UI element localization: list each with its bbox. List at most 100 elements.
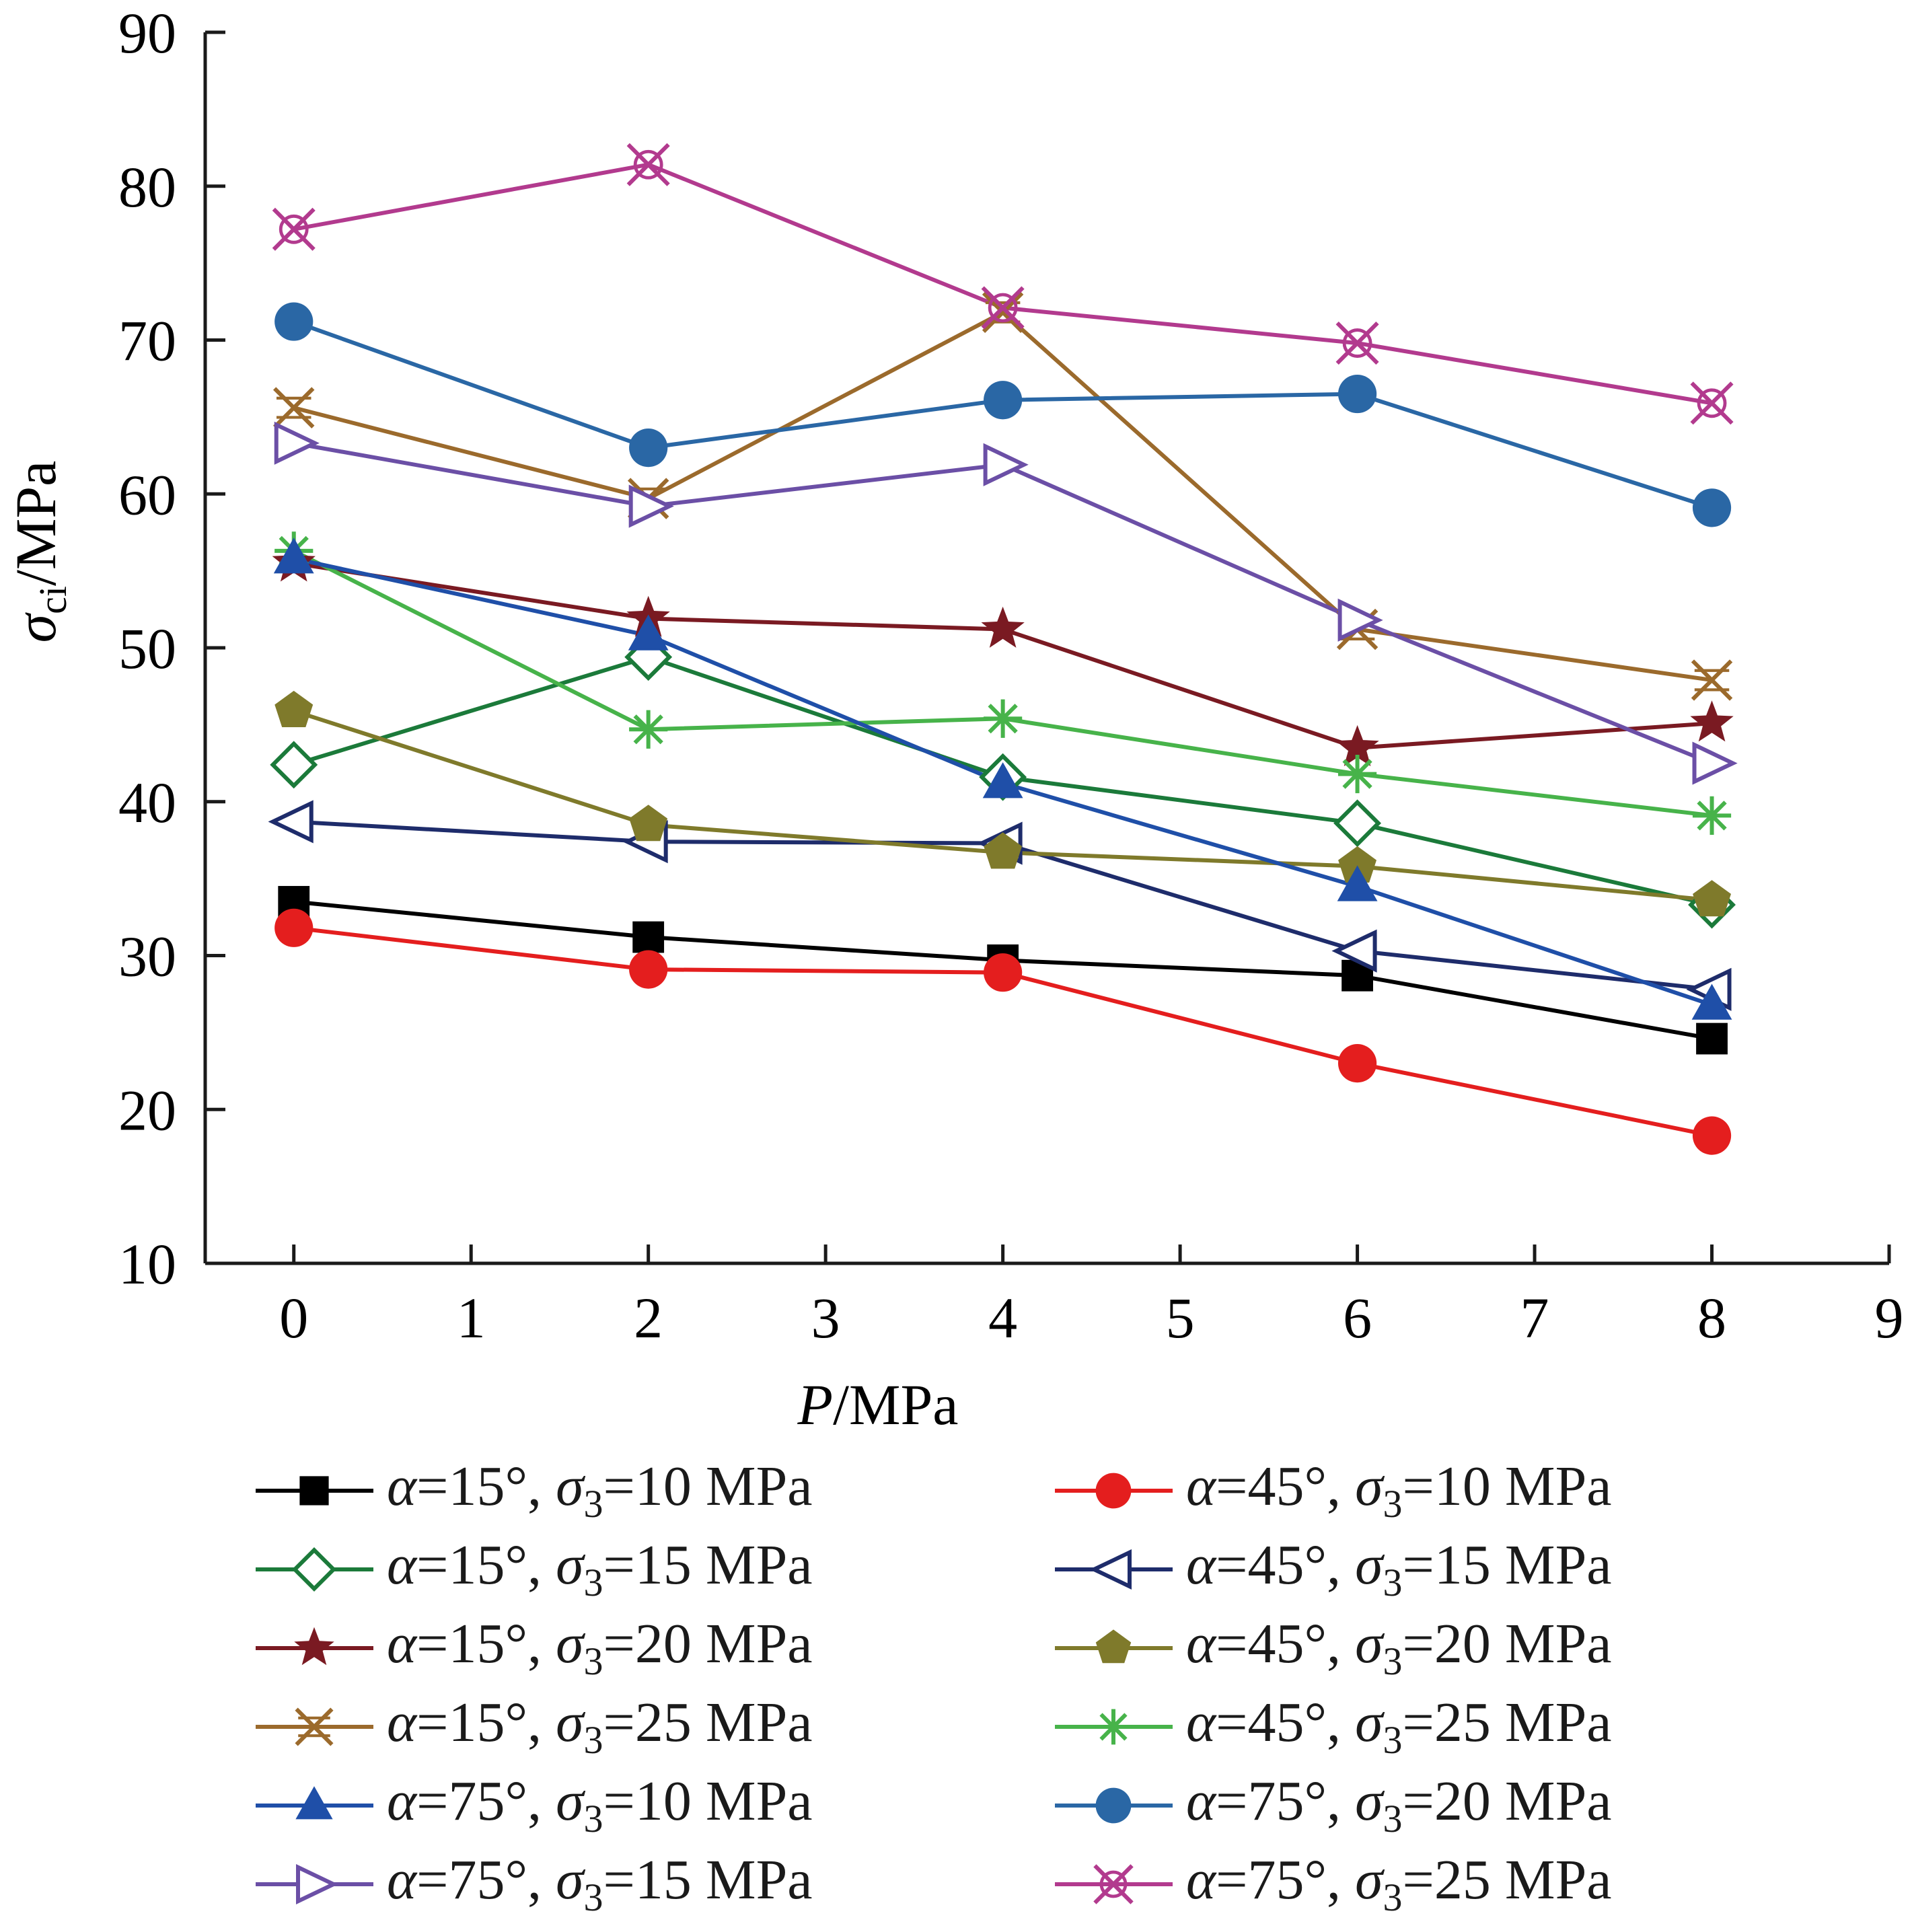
x-stroke	[982, 291, 1024, 334]
legend-label: α=45°, σ3=15 MPa	[1186, 1533, 1612, 1604]
circle-marker	[984, 381, 1023, 420]
data-point	[1095, 1629, 1132, 1664]
triangle-up-marker	[295, 1786, 333, 1820]
y-axis-subscript: ci	[31, 586, 75, 614]
legend-label: α=45°, σ3=10 MPa	[1186, 1454, 1612, 1526]
x-stroke	[1691, 659, 1733, 701]
triangle-right-marker	[274, 421, 320, 465]
y-tick-label: 70	[118, 309, 176, 373]
circle-marker	[984, 953, 1023, 992]
data-point	[274, 421, 320, 465]
triangle-up-marker	[273, 537, 314, 574]
triangle-up-marker	[982, 762, 1023, 798]
x-tick-label: 0	[279, 1286, 308, 1350]
data-point	[1093, 1864, 1134, 1904]
triangle-right-marker	[1692, 741, 1738, 785]
y-axis-var: σ	[3, 611, 68, 642]
data-point	[629, 429, 668, 468]
legend-label: α=75°, σ3=20 MPa	[1186, 1769, 1612, 1841]
legend-label: α=15°, σ3=25 MPa	[387, 1690, 813, 1762]
x-tick-label: 3	[811, 1286, 840, 1350]
legend-swatch	[256, 1547, 373, 1592]
pentagon-marker	[1693, 880, 1731, 917]
data-point	[274, 908, 314, 947]
x-tick-label: 2	[634, 1286, 663, 1350]
legend: α=15°, σ3=10 MPa α=45°, σ3=10 MPa α=15°, σ…	[242, 1453, 1897, 1924]
data-point	[628, 614, 669, 651]
circle-marker	[1692, 488, 1732, 527]
legend-swatch	[1055, 1549, 1173, 1590]
x-tick-label: 6	[1343, 1286, 1372, 1350]
circle-marker	[1337, 374, 1377, 414]
data-point	[1333, 799, 1382, 848]
data-point	[626, 143, 670, 186]
x-circle-ring	[988, 293, 1018, 323]
data-point	[1095, 1787, 1132, 1824]
triangle-left-marker	[268, 800, 314, 844]
data-point	[981, 286, 1025, 330]
data-point	[296, 1864, 338, 1904]
data-point	[1337, 1044, 1377, 1083]
asterisk-stroke	[1099, 1713, 1128, 1741]
data-point	[1331, 929, 1377, 973]
legend-swatch	[256, 1476, 373, 1506]
triangle-up-marker	[1691, 983, 1732, 1020]
data-point	[273, 537, 314, 574]
x-tick-label: 7	[1520, 1286, 1549, 1350]
data-point	[1095, 1709, 1132, 1745]
line-chart: 10 20 30 40 50 60 70 80 90 0 1 2 3 4 5 6 7 8 9 P/MPa σci/M…	[3, 1, 1904, 1437]
circle-marker	[1337, 1044, 1377, 1083]
x-circle-ring	[1099, 1870, 1128, 1898]
data-point	[1337, 598, 1383, 642]
data-point	[299, 1476, 329, 1506]
legend-label: α=15°, σ3=10 MPa	[387, 1454, 813, 1526]
data-point	[295, 1707, 334, 1746]
y-tick-label: 30	[118, 924, 176, 989]
legend-label: α=45°, σ3=20 MPa	[1186, 1612, 1612, 1683]
data-point	[1691, 983, 1732, 1020]
x-axis-title: P/MPa	[797, 1372, 959, 1437]
data-point	[1693, 880, 1731, 917]
data-point	[1337, 754, 1377, 794]
data-point	[629, 805, 668, 842]
series-markers	[268, 143, 1738, 1155]
data-point	[984, 381, 1023, 420]
series-line-12	[293, 162, 1713, 406]
data-point	[628, 484, 674, 528]
legend-label: α=15°, σ3=20 MPa	[387, 1612, 813, 1683]
data-point	[1692, 1116, 1732, 1155]
y-axis-unit: /MPa	[3, 461, 68, 586]
x-axis-var: P	[797, 1372, 834, 1437]
legend-item: α=75°, σ3=10 MPa	[256, 1768, 813, 1843]
legend-swatch	[1055, 1864, 1173, 1904]
pentagon-marker	[1095, 1629, 1132, 1664]
data-point	[272, 207, 316, 251]
star-marker	[1690, 700, 1734, 742]
data-point	[1690, 700, 1734, 742]
x-circle-ring	[1342, 328, 1372, 358]
data-point	[1089, 1549, 1132, 1590]
data-point	[983, 443, 1029, 486]
circle-marker	[274, 908, 314, 947]
y-tick-label: 60	[118, 462, 176, 527]
triangle-up-marker	[1337, 865, 1378, 901]
circle-marker	[1692, 1116, 1732, 1155]
circle-marker	[274, 302, 314, 341]
x-stroke	[1690, 381, 1734, 425]
asterisk-stroke	[633, 714, 663, 745]
data-point	[268, 800, 314, 844]
diamond-marker	[270, 741, 318, 789]
data-point	[984, 832, 1023, 869]
legend-swatch	[256, 1627, 373, 1666]
x-tick-label: 4	[988, 1286, 1017, 1350]
legend-swatch	[1055, 1473, 1173, 1509]
data-point	[629, 950, 668, 989]
pentagon-marker	[629, 805, 668, 842]
x-stroke	[295, 1707, 334, 1746]
data-point	[1692, 741, 1738, 785]
triangle-up-marker	[628, 614, 669, 651]
data-point	[982, 762, 1023, 798]
y-axis-title: σci/MPa	[3, 461, 75, 643]
legend-label: α=45°, σ3=25 MPa	[1186, 1690, 1612, 1762]
star-marker	[294, 1627, 334, 1666]
